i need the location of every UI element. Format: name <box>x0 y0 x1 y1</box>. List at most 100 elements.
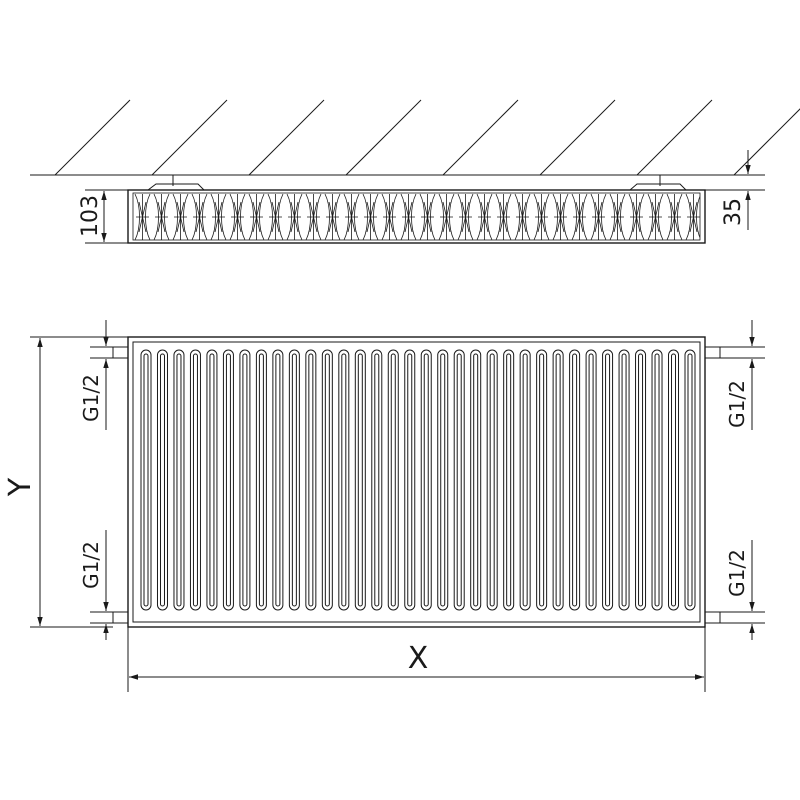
hatch-line <box>248 99 325 176</box>
panel-channel-inner <box>506 353 512 607</box>
hatch-line <box>151 99 228 176</box>
panel-channel <box>173 349 185 611</box>
convector-fins <box>132 192 701 241</box>
radiator-inner-frame <box>132 341 701 623</box>
panel-channel-inner <box>357 353 363 607</box>
hatch-line <box>54 99 131 176</box>
panel-channel-inner <box>225 353 231 607</box>
panel-channel <box>189 349 201 611</box>
panel-channel <box>420 349 432 611</box>
panel-channel <box>635 349 647 611</box>
wall <box>30 99 800 176</box>
panel-channel-inner <box>341 353 347 607</box>
right-bottom-connection-label: G1/2 <box>725 549 749 597</box>
wall-hatching <box>54 99 800 176</box>
panel-channel <box>404 349 416 611</box>
panel-channels <box>140 349 696 611</box>
panel-channel <box>321 349 333 611</box>
panel-channel <box>519 349 531 611</box>
panel-channel <box>239 349 251 611</box>
panel-channel-inner <box>671 353 677 607</box>
panel-channel-inner <box>456 353 462 607</box>
panel-channel-inner <box>143 353 149 607</box>
panel-channel-inner <box>621 353 627 607</box>
panel-channel <box>156 349 168 611</box>
panel-channel-inner <box>291 353 297 607</box>
panel-channel-inner <box>374 353 380 607</box>
panel-channel <box>486 349 498 611</box>
panel-channel-inner <box>258 353 264 607</box>
panel-channel <box>618 349 630 611</box>
panel-channel <box>305 349 317 611</box>
panel-channel-inner <box>638 353 644 607</box>
panel-channel-inner <box>324 353 330 607</box>
panel-channel-inner <box>539 353 545 607</box>
pipe-right-bottom <box>704 611 721 624</box>
panel-channel-inner <box>654 353 660 607</box>
panel-channel-inner <box>390 353 396 607</box>
panel-channel <box>338 349 350 611</box>
panel-channel <box>470 349 482 611</box>
bracket-right <box>629 183 687 191</box>
panel-channel <box>552 349 564 611</box>
width-label: X <box>408 641 429 676</box>
panel-channel-inner <box>275 353 281 607</box>
panel-channel-inner <box>423 353 429 607</box>
panel-channel-inner <box>473 353 479 607</box>
depth-label: 103 <box>78 195 103 237</box>
top-view: 103 35 <box>78 150 765 244</box>
pipe-right-top <box>704 346 721 359</box>
hatch-line <box>733 108 800 176</box>
hatch-line <box>539 99 616 176</box>
left-top-connection-label: G1/2 <box>79 374 103 422</box>
panel-channel-inner <box>192 353 198 607</box>
right-top-connection-label: G1/2 <box>725 380 749 428</box>
panel-channel <box>585 349 597 611</box>
pipe-left-bottom <box>112 611 129 624</box>
panel-channel-inner <box>572 353 578 607</box>
panel-channel-inner <box>687 353 693 607</box>
bracket-left <box>147 183 205 191</box>
panel-channel <box>569 349 581 611</box>
panel-channel <box>140 349 152 611</box>
panel-channel <box>453 349 465 611</box>
panel-channel-inner <box>555 353 561 607</box>
panel-channel <box>222 349 234 611</box>
panel-channel-inner <box>489 353 495 607</box>
panel-channel-inner <box>407 353 413 607</box>
panel-channel-inner <box>605 353 611 607</box>
panel-channel-inner <box>176 353 182 607</box>
hatch-line <box>636 99 713 176</box>
panel-channel-inner <box>588 353 594 607</box>
panel-channel <box>503 349 515 611</box>
panel-channel <box>536 349 548 611</box>
panel-channel <box>255 349 267 611</box>
panel-channel <box>602 349 614 611</box>
panel-channel <box>387 349 399 611</box>
hatch-line <box>442 99 519 176</box>
panel-channel-inner <box>308 353 314 607</box>
panel-channel-inner <box>209 353 215 607</box>
wall-gap-label: 35 <box>721 198 746 226</box>
panel-channel <box>684 349 696 611</box>
panel-channel-inner <box>159 353 165 607</box>
panel-channel <box>272 349 284 611</box>
height-label: Y <box>3 477 38 497</box>
panel-channel-inner <box>242 353 248 607</box>
panel-channel <box>437 349 449 611</box>
panel-channel <box>668 349 680 611</box>
hatch-line <box>345 99 422 176</box>
panel-channel <box>354 349 366 611</box>
pipe-left-top <box>112 346 129 359</box>
panel-channel <box>371 349 383 611</box>
panel-channel <box>651 349 663 611</box>
panel-channel <box>206 349 218 611</box>
panel-channel-inner <box>440 353 446 607</box>
panel-channel <box>288 349 300 611</box>
panel-channel-inner <box>522 353 528 607</box>
radiator-front-panel <box>127 336 706 628</box>
radiator-top-section <box>127 189 706 244</box>
front-view: Y G1/2 G1/2 G1/2 G1/2 X <box>3 320 765 692</box>
left-bottom-connection-label: G1/2 <box>79 541 103 589</box>
